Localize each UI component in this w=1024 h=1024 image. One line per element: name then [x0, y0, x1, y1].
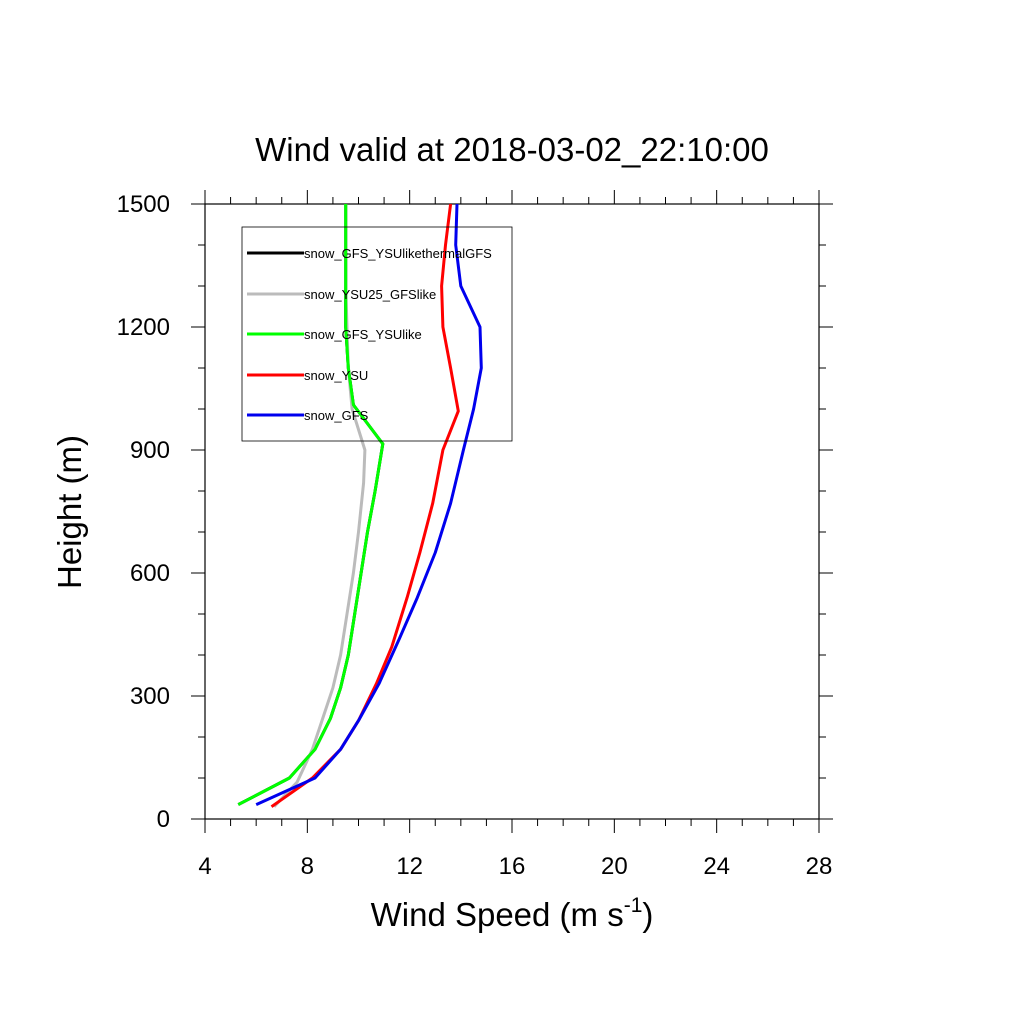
y-tick-label: 1500: [117, 191, 170, 218]
x-tick-label: 28: [806, 853, 833, 880]
x-tick-label: 20: [601, 853, 628, 880]
legend-box: [241, 226, 513, 442]
x-axis-title: Wind Speed (m s-1): [371, 894, 654, 933]
legend-label: snow_YSU: [304, 368, 368, 383]
legend-label: snow_GFS_YSUlike: [304, 327, 422, 342]
series-line-snow_GFS: [255, 203, 483, 806]
y-tick-label: 600: [130, 560, 170, 587]
x-axis-tick-labels: 4 8 12 16 20 24 28: [198, 853, 832, 880]
x-tick-label: 8: [301, 853, 314, 880]
x-axis-title-exponent: -1: [624, 894, 643, 917]
y-axis-title: Height (m): [51, 435, 88, 589]
y-tick-label: 900: [130, 437, 170, 464]
legend-label: snow_GFS_YSUlikethermalGFS: [304, 246, 492, 261]
y-tick-label: 0: [157, 806, 170, 833]
series-lines: [237, 203, 483, 808]
axis-ticks: [191, 190, 833, 833]
x-tick-label: 4: [198, 853, 211, 880]
x-axis-title-text: Wind Speed (m s: [371, 896, 624, 933]
y-tick-label: 300: [130, 683, 170, 710]
legend-label: snow_GFS: [304, 408, 369, 423]
y-tick-label: 1200: [117, 314, 170, 341]
x-tick-label: 12: [396, 853, 423, 880]
y-axis-tick-labels: 0 300 600 900 1200 1500: [117, 191, 170, 833]
x-axis-title-suffix: ): [642, 896, 653, 933]
x-tick-label: 24: [703, 853, 730, 880]
legend: snow_GFS_YSUlikethermalGFS snow_YSU25_GFS…: [241, 226, 513, 442]
series-line-snow_GFS_YSUlike: [237, 204, 385, 806]
legend-label: snow_YSU25_GFSlike: [304, 287, 436, 302]
chart-title: Wind valid at 2018-03-02_22:10:00: [255, 131, 769, 168]
x-tick-label: 16: [499, 853, 526, 880]
legend-items: snow_GFS_YSUlikethermalGFS snow_YSU25_GFS…: [247, 246, 492, 423]
